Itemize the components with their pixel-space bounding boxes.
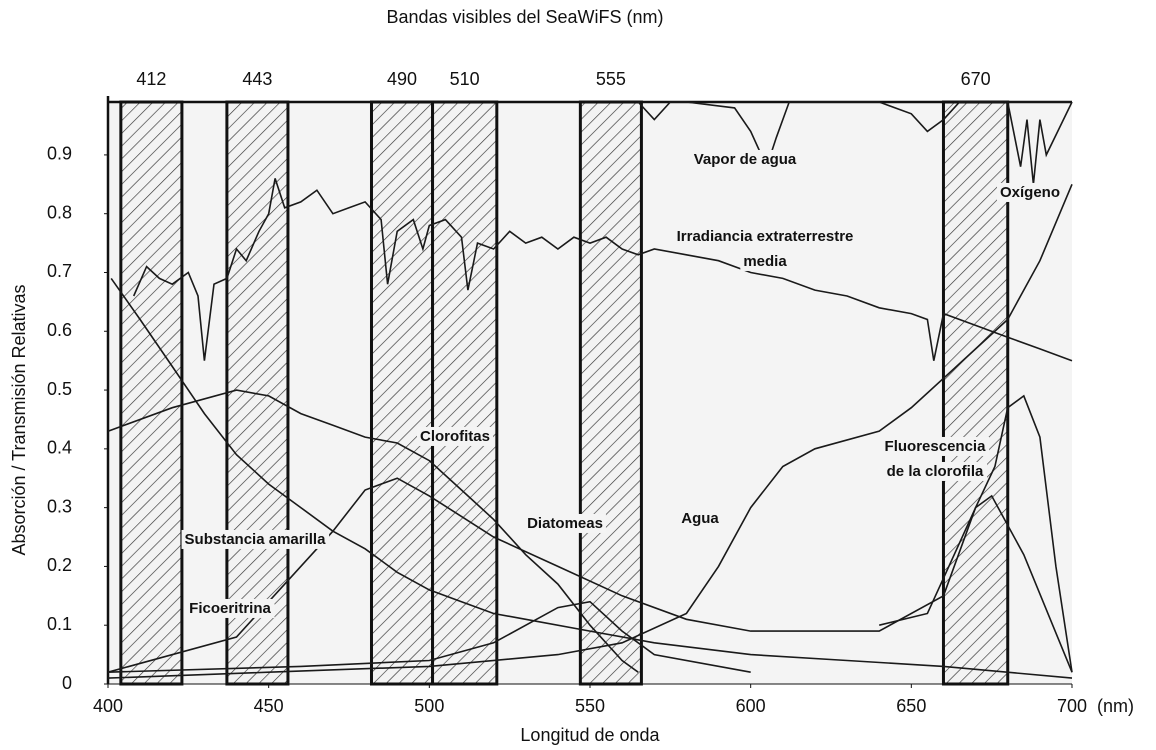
y-tick-label: 0.9	[47, 144, 72, 164]
curve-label-bg	[186, 598, 275, 618]
band-label: 510	[450, 69, 480, 89]
curve	[107, 477, 1073, 673]
curve-label: Diatomeas	[527, 515, 603, 532]
curve-label-bg	[524, 513, 606, 533]
band-label: 555	[596, 69, 626, 89]
x-tick-label: 600	[736, 696, 766, 716]
curve-label-bg	[673, 226, 857, 246]
curve-label: Agua	[681, 510, 719, 527]
curve	[107, 183, 1073, 679]
curve	[107, 600, 751, 673]
band-label: 412	[136, 69, 166, 89]
curve	[132, 178, 1073, 362]
x-tick-label: 700	[1057, 696, 1087, 716]
y-tick-label: 0	[62, 673, 72, 693]
x-tick-label: 450	[254, 696, 284, 716]
band-label: 443	[242, 69, 272, 89]
curve	[879, 394, 1073, 673]
curve-label: Vapor de agua	[694, 151, 797, 168]
curve-label-bg	[996, 182, 1064, 202]
curve-label: Substancia amarilla	[185, 531, 327, 548]
band	[119, 100, 184, 686]
curve-label-bg	[181, 529, 330, 549]
curve-label: de la clorofila	[887, 463, 984, 480]
curve-label: Ficoeritrina	[189, 600, 271, 617]
curve-label-bg	[678, 508, 723, 528]
chart-title: Bandas visibles del SeaWiFS (nm)	[386, 7, 663, 27]
curve-label-bg	[881, 436, 990, 456]
curve-label: Oxígeno	[1000, 184, 1060, 201]
x-unit: (nm)	[1097, 696, 1134, 716]
curve	[110, 277, 1073, 679]
curve-label-bg	[740, 251, 791, 271]
y-tick-label: 0.4	[47, 438, 72, 458]
band-label: 670	[961, 69, 991, 89]
band-label: 490	[387, 69, 417, 89]
curve-label: Irradiancia extraterrestre	[677, 228, 854, 245]
y-tick-label: 0.1	[47, 614, 72, 634]
y-tick-label: 0.7	[47, 261, 72, 281]
curve-label-bg	[883, 461, 988, 481]
curve-label: Clorofitas	[420, 428, 490, 445]
x-tick-label: 650	[896, 696, 926, 716]
y-tick-label: 0.6	[47, 320, 72, 340]
curve	[637, 101, 1072, 169]
curve-label-bg	[690, 149, 800, 169]
band	[369, 100, 435, 686]
y-tick-label: 0.2	[47, 555, 72, 575]
x-tick-label: 500	[414, 696, 444, 716]
x-tick-label: 550	[575, 696, 605, 716]
curve-label: Fluorescencia	[885, 438, 987, 455]
curve-label: media	[743, 253, 787, 270]
y-tick-label: 0.3	[47, 496, 72, 516]
curve-label-bg	[416, 426, 494, 446]
x-axis-label: Longitud de onda	[520, 725, 660, 745]
y-tick-label: 0.8	[47, 202, 72, 222]
band	[578, 100, 643, 686]
y-tick-label: 0.5	[47, 379, 72, 399]
x-tick-label: 400	[93, 696, 123, 716]
band	[431, 100, 499, 686]
band	[225, 100, 290, 686]
y-axis-label: Absorción / Transmisión Relativas	[9, 284, 29, 555]
